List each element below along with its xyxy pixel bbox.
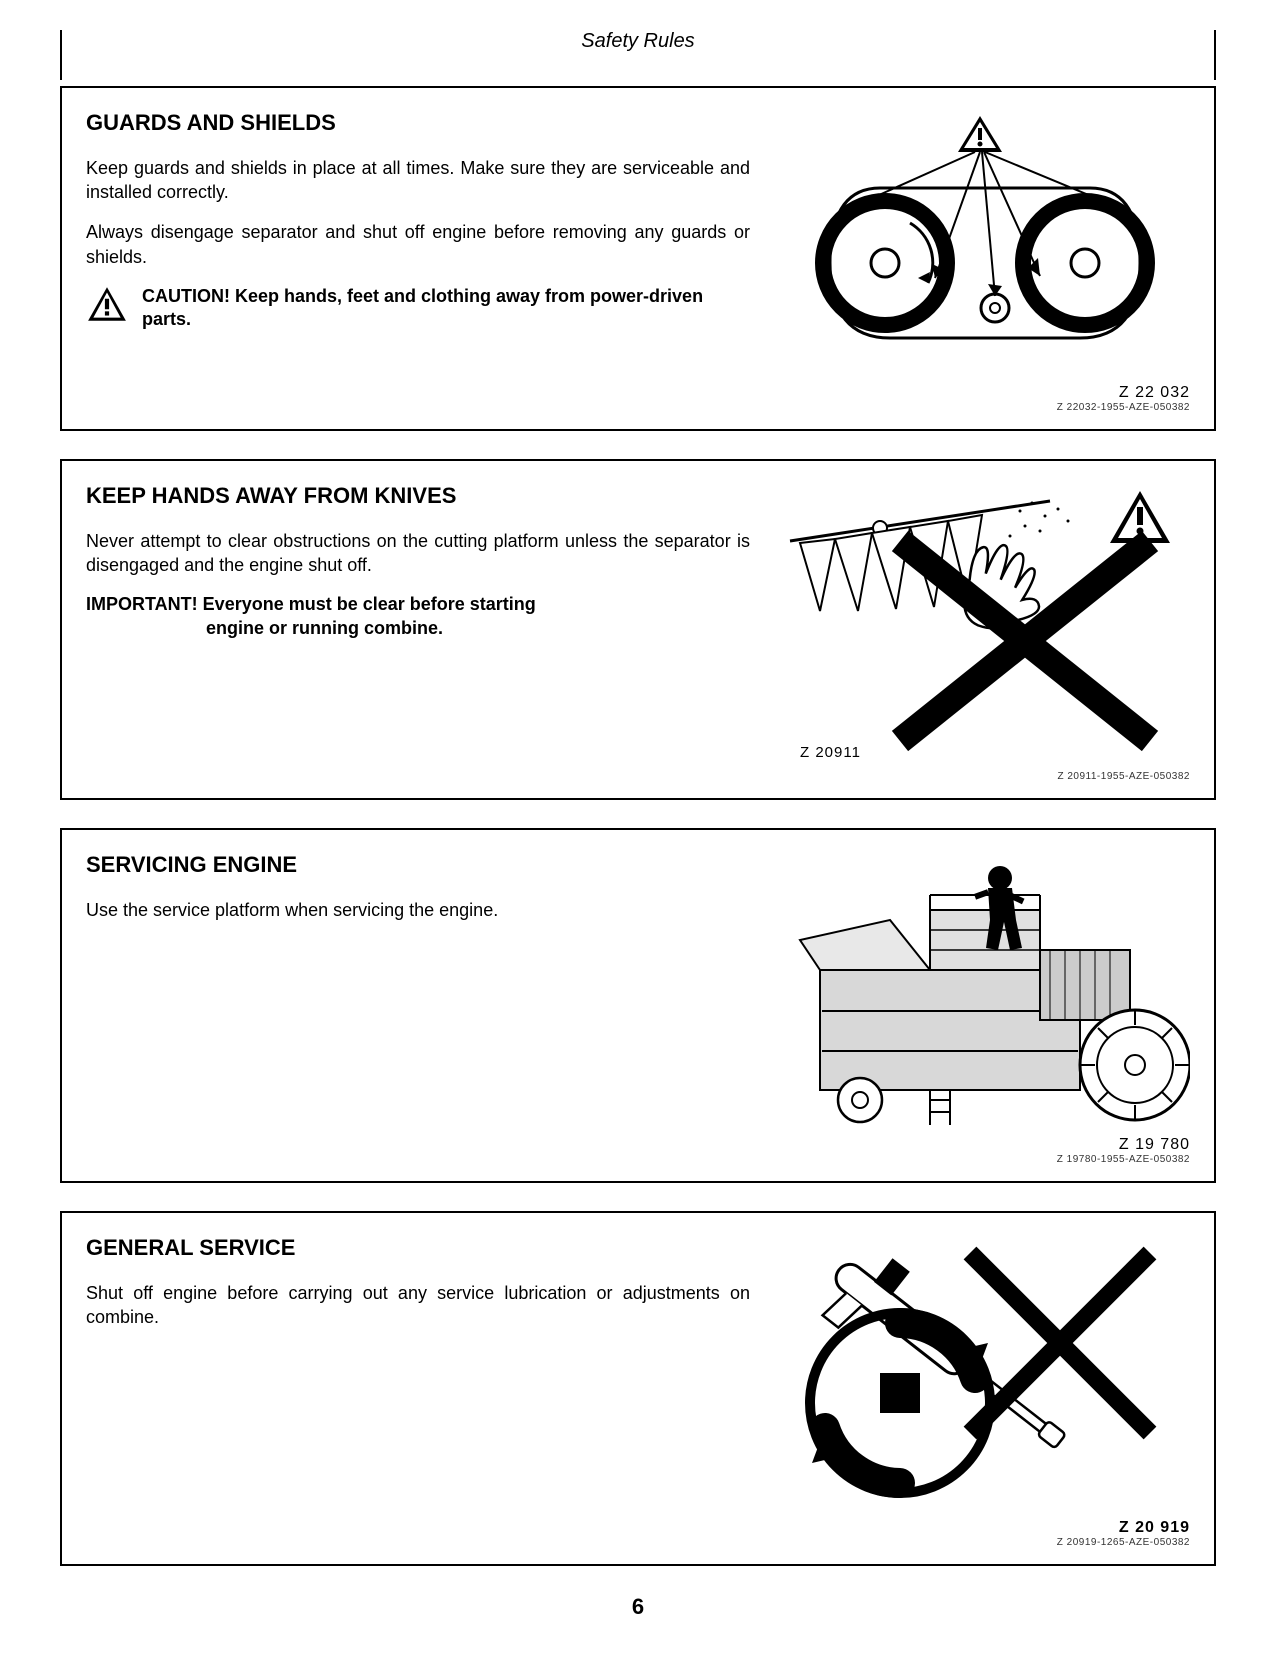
guards-caution: CAUTION! Keep hands, feet and clothing a… [142, 285, 750, 332]
servicing-fig-subcode: Z 19780-1955-AZE-050382 [1057, 1154, 1190, 1165]
general-fig-subcode: Z 20919-1265-AZE-050382 [1057, 1537, 1190, 1548]
servicing-p1: Use the service platform when servicing … [86, 898, 750, 922]
page-number: 6 [60, 1594, 1216, 1620]
servicing-figure-column: Z 19 780 Z 19780-1955-AZE-050382 [770, 850, 1190, 1165]
guards-fig-subcode: Z 22032-1955-AZE-050382 [1057, 402, 1190, 413]
knives-p1: Never attempt to clear obstructions on t… [86, 529, 750, 578]
warning-triangle-icon [86, 285, 128, 323]
section-servicing: SERVICING ENGINE Use the service platfor… [60, 828, 1216, 1183]
knives-figure-column: Z 20911 Z 20911-1955-AZE-050382 [770, 481, 1190, 782]
guards-fig-code: Z 22 032 [1119, 384, 1190, 402]
general-figure-column: Z 20 919 Z 20919-1265-AZE-050382 [770, 1233, 1190, 1548]
general-text: GENERAL SERVICE Shut off engine before c… [86, 1233, 750, 1548]
guards-text: GUARDS AND SHIELDS Keep guards and shiel… [86, 108, 750, 413]
knives-important: IMPORTANT! Everyone must be clear before… [86, 593, 750, 640]
general-figure [770, 1233, 1190, 1513]
servicing-text: SERVICING ENGINE Use the service platfor… [86, 850, 750, 1165]
knives-title: KEEP HANDS AWAY FROM KNIVES [86, 481, 750, 511]
guards-title: GUARDS AND SHIELDS [86, 108, 750, 138]
section-knives: KEEP HANDS AWAY FROM KNIVES Never attemp… [60, 459, 1216, 800]
section-general: GENERAL SERVICE Shut off engine before c… [60, 1211, 1216, 1566]
knives-fig-code: Z 20911 [800, 744, 861, 761]
page-header: Safety Rules [60, 30, 1216, 61]
servicing-title: SERVICING ENGINE [86, 850, 750, 880]
general-p1: Shut off engine before carrying out any … [86, 1281, 750, 1330]
guards-figure-column: Z 22 032 Z 22032-1955-AZE-050382 [770, 108, 1190, 413]
guards-p2: Always disengage separator and shut off … [86, 220, 750, 269]
guards-p1: Keep guards and shields in place at all … [86, 156, 750, 205]
knives-figure: Z 20911 [770, 481, 1190, 771]
general-fig-code: Z 20 919 [1119, 1519, 1190, 1537]
servicing-fig-code: Z 19 780 [1119, 1136, 1190, 1154]
servicing-figure [770, 850, 1190, 1130]
page: Safety Rules GUARDS AND SHIELDS Keep gua… [0, 0, 1276, 1660]
section-guards: GUARDS AND SHIELDS Keep guards and shiel… [60, 86, 1216, 431]
general-title: GENERAL SERVICE [86, 1233, 750, 1263]
knives-text: KEEP HANDS AWAY FROM KNIVES Never attemp… [86, 481, 750, 782]
guards-figure [770, 108, 1190, 378]
knives-fig-subcode: Z 20911-1955-AZE-050382 [1057, 771, 1190, 782]
